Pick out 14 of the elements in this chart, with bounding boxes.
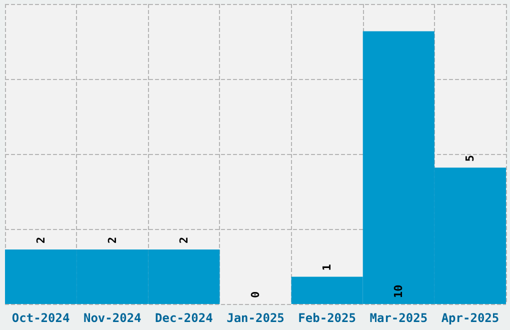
data-label: 5	[464, 155, 477, 162]
data-label: 10	[392, 284, 406, 298]
data-label: 2	[34, 236, 48, 244]
data-label: 0	[249, 291, 262, 298]
x-tick-label: Dec-2024	[155, 311, 213, 325]
data-label: 1	[320, 264, 334, 271]
x-tick-label: Apr-2025	[441, 311, 500, 325]
x-tick-label: Feb-2025	[298, 311, 356, 325]
x-tick-label: Jan-2025	[226, 311, 284, 325]
x-tick-label: Oct-2024	[12, 311, 70, 325]
data-label: 2	[177, 236, 190, 244]
data-label: 2	[106, 236, 119, 244]
x-tick-label: Mar-2025	[370, 311, 428, 325]
x-tick-label: Nov-2024	[83, 311, 142, 325]
